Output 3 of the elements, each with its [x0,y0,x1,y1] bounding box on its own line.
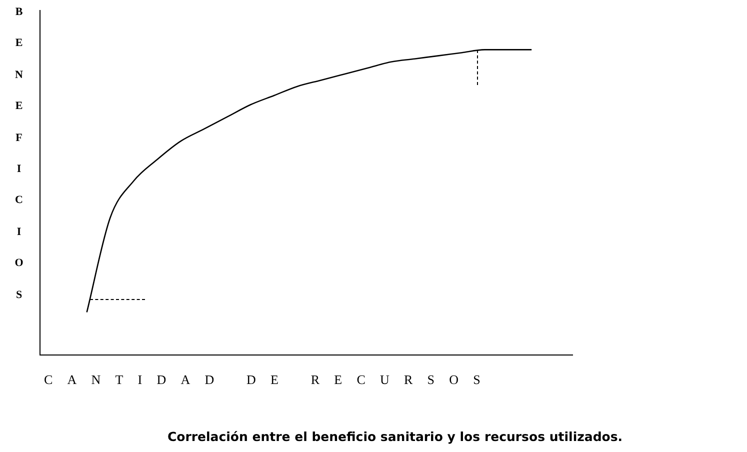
text: BENEFICIOS [14,6,24,301]
text: Correlación entre el beneficio sanitario y los recursos utilizados. [166,429,624,444]
x-axis-title: CANTIDAD DE RECURSOS [44,372,495,388]
